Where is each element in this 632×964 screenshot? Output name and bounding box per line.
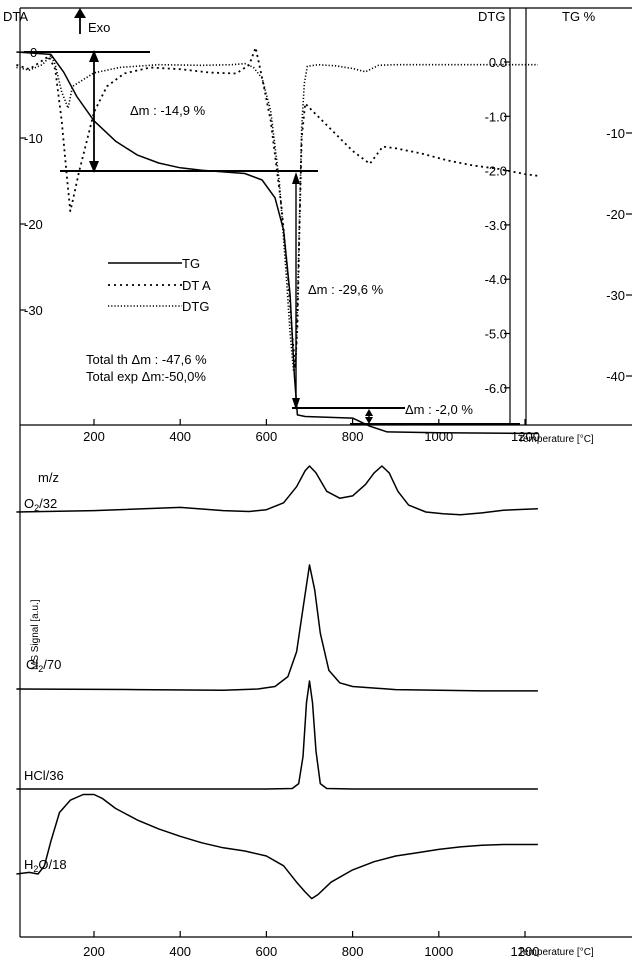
bottom-x-tick-label: 1000 <box>424 944 453 959</box>
bottom-panel: 200 400 600 800 1000 1200 Temperature [°C] m/… <box>16 425 632 959</box>
tg-axis-label: TG % <box>562 9 596 24</box>
legend-label-dta: DT A <box>182 278 211 293</box>
tg-axis: -10 -20 -30 -40 <box>606 126 632 384</box>
ms-series-line <box>16 793 538 900</box>
tg-tick-label: -10 <box>606 126 625 141</box>
exo-label: Exo <box>88 20 110 35</box>
annotation-total-th: Total th Δm : -47,6 % <box>86 352 207 367</box>
dta-tick-label: -30 <box>24 303 43 318</box>
ms-series-line <box>16 680 538 790</box>
series-line-dta <box>16 46 539 367</box>
tg-tick-label: -30 <box>606 288 625 303</box>
dta-tick-label: -10 <box>24 131 43 146</box>
dta-axis: 0-10-20-30 <box>20 45 43 318</box>
top-x-tick-label: 600 <box>256 429 278 444</box>
dtg-tick-label: -1.0 <box>485 109 507 124</box>
series-line-dtg <box>16 54 538 373</box>
legend-label-tg: TG <box>182 256 200 271</box>
bottom-x-tick-label: 600 <box>256 944 278 959</box>
annotation-total-exp: Total exp Δm:-50,0% <box>86 369 206 384</box>
bottom-x-tick-label: 200 <box>83 944 105 959</box>
exo-arrow <box>74 8 86 34</box>
dtg-tick-label: -5.0 <box>485 327 507 342</box>
ms-series-line <box>16 564 538 692</box>
ms-series-label: O2/32 <box>24 496 57 513</box>
tg-tick-label: -20 <box>606 207 625 222</box>
top-x-tick-label: 1000 <box>424 429 453 444</box>
ms-y-axis-label: MS Signal [a.u.] <box>30 599 41 670</box>
annotation-step3: Δm : -2,0 % <box>405 402 473 417</box>
dtg-axis-label: DTG <box>478 9 505 24</box>
top-x-tick-label: 400 <box>169 429 191 444</box>
annotation-step1: Δm : -14,9 % <box>130 103 206 118</box>
dtg-tick-label: -4.0 <box>485 272 507 287</box>
top-x-axis: 200 400 600 800 1000 1200 <box>83 419 540 444</box>
dtg-axis: 0.0 -1.0 -2.0 -3.0 -4.0 -5.0 -6.0 <box>485 55 510 396</box>
series-line-tg <box>16 51 538 435</box>
legend-label-dtg: DTG <box>182 299 209 314</box>
dtg-tick-label: -3.0 <box>485 218 507 233</box>
annotation-step2: Δm : -29,6 % <box>308 282 384 297</box>
bottom-x-tick-label: 800 <box>342 944 364 959</box>
ms-header-label: m/z <box>38 470 59 485</box>
top-x-tick-label: 200 <box>83 429 105 444</box>
dta-tick-label: -20 <box>24 217 43 232</box>
bottom-x-axis: 200 400 600 800 1000 1200 <box>83 931 539 959</box>
dta-axis-label: DTA <box>3 9 28 24</box>
ms-series-line <box>16 465 538 516</box>
tg-step-construction <box>24 50 520 425</box>
bottom-x-axis-label: Temperature [°C] <box>518 947 594 958</box>
tg-tick-label: -40 <box>606 369 625 384</box>
ms-series-label: Cl2/70 <box>26 657 61 674</box>
dtg-tick-label: -6.0 <box>485 381 507 396</box>
dtg-tick-label: 0.0 <box>489 55 507 70</box>
bottom-x-tick-label: 400 <box>169 944 191 959</box>
ms-series-label: H2O/18 <box>24 857 67 874</box>
ms-series-label: HCl/36 <box>24 768 64 783</box>
top-x-axis-label: Temperature [°C] <box>518 434 594 445</box>
top-panel: 200 400 600 800 1000 1200 0-10-20-30 0.0-1.0-… <box>3 7 632 445</box>
dtg-tick-label: -2.0 <box>485 164 507 179</box>
legend: TG DT A DTG <box>108 256 211 314</box>
top-x-tick-label: 800 <box>342 429 364 444</box>
bottom-x-tick-label: 1200 <box>511 944 540 959</box>
